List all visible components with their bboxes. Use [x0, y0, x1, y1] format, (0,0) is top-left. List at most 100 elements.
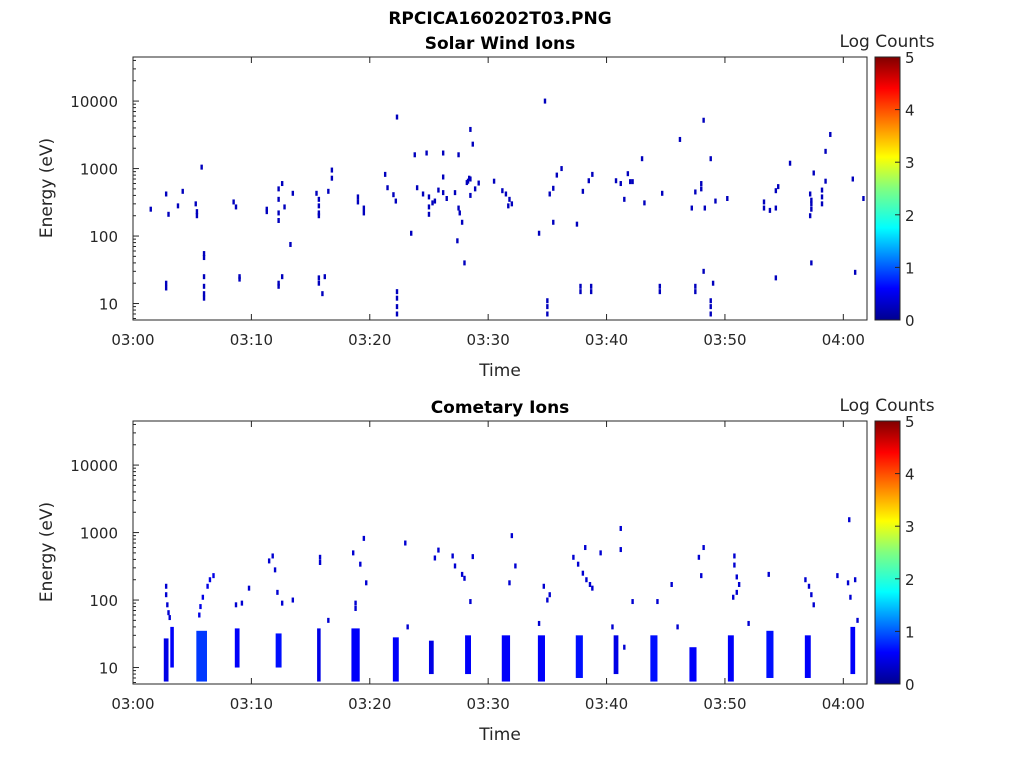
heatmap-cell	[737, 581, 741, 587]
colorbar-tick-label: 5	[905, 413, 915, 431]
heatmap-cell	[176, 203, 180, 209]
heatmap-cell	[167, 610, 170, 616]
y-tick-label: 10000	[70, 457, 118, 475]
heatmap-cell	[232, 199, 235, 205]
heatmap-cell	[591, 171, 594, 177]
heatmap-cell	[732, 594, 735, 600]
heatmap-cell	[788, 160, 792, 166]
heatmap-cell	[709, 298, 712, 304]
heatmap-burst	[351, 628, 360, 682]
heatmap-cell	[433, 198, 437, 204]
heatmap-cell	[820, 201, 824, 207]
heatmap-cell	[808, 191, 812, 197]
colorbar-tick-label: 4	[905, 102, 915, 120]
heatmap-cell	[404, 540, 407, 546]
heatmap-cell	[395, 289, 399, 295]
axes: 03:00 03:10 03:20 03:30 03:40 03:50 04:00 10 100…	[70, 421, 865, 713]
heatmap-cell	[202, 295, 206, 301]
heatmap-cell	[581, 188, 585, 194]
heatmap-cell	[774, 205, 778, 211]
heatmap-cell	[507, 203, 510, 209]
heatmap-cell	[694, 289, 697, 295]
heatmap-cell	[846, 580, 850, 586]
heatmap-cell	[810, 260, 813, 266]
heatmap-cell	[552, 185, 555, 191]
heatmap-cell	[395, 311, 399, 317]
heatmap-burst	[804, 635, 811, 678]
heatmap-cell	[824, 178, 827, 184]
heatmap-cell	[579, 289, 582, 295]
y-axis-label: Energy (eV)	[37, 502, 57, 602]
heatmap-cell	[291, 597, 295, 603]
heatmap-burst	[317, 628, 321, 682]
y-tick-label: 100	[89, 228, 118, 246]
heatmap-cell	[463, 260, 466, 266]
heatmap-cell	[469, 192, 472, 198]
heatmap-cell	[318, 560, 322, 566]
x-tick-label: 03:00	[111, 331, 154, 349]
heatmap-cell	[629, 179, 632, 185]
heatmap-cell	[201, 594, 205, 600]
heatmap-cell	[510, 201, 514, 207]
heatmap-cell	[273, 567, 277, 573]
heatmap-burst	[392, 637, 399, 682]
heatmap-cell	[317, 196, 321, 202]
heatmap-cell	[774, 275, 778, 281]
heatmap-cell	[735, 574, 738, 580]
heatmap-cell	[265, 209, 268, 215]
colorbar-tick-label: 3	[905, 518, 915, 536]
x-tick-label: 03:50	[703, 695, 746, 713]
heatmap-cell	[469, 176, 472, 182]
heatmap-cell	[537, 230, 541, 236]
heatmap-cell	[810, 592, 813, 598]
heatmap-cell	[277, 186, 280, 192]
heatmap-cell	[626, 171, 630, 177]
heatmap-cell	[548, 592, 551, 598]
heatmap-cell	[317, 275, 321, 281]
heatmap-cell	[709, 156, 712, 162]
heatmap-cell	[572, 554, 575, 560]
heatmap-cell	[508, 580, 511, 586]
heatmap-cell	[709, 311, 712, 317]
heatmap-cell	[271, 553, 274, 559]
heatmap-cell	[853, 269, 857, 275]
heatmap-cell	[168, 615, 171, 621]
heatmap-cell	[477, 180, 480, 186]
heatmap-cell	[356, 199, 360, 205]
x-tick-label: 03:20	[348, 331, 391, 349]
heatmap-cell	[427, 194, 431, 200]
heatmap-cell	[614, 178, 618, 184]
heatmap-cell	[280, 600, 284, 606]
colorbar	[874, 56, 901, 321]
heatmap-cell	[167, 211, 170, 217]
heatmap-cell	[810, 206, 813, 212]
heatmap-cell	[587, 178, 590, 184]
heatmap-cell	[202, 283, 206, 289]
heatmap-cell	[804, 577, 807, 583]
heatmap-cell	[198, 612, 201, 618]
colorbar-tick-label: 3	[905, 154, 915, 172]
heatmap-cell	[291, 190, 295, 196]
heatmap-cell	[149, 206, 152, 212]
colorbar	[874, 420, 901, 685]
heatmap-cell	[807, 583, 811, 589]
heatmap-cell	[330, 175, 334, 181]
colorbar-tick-label: 1	[905, 623, 915, 641]
heatmap-cell	[437, 547, 440, 553]
heatmap-cell	[289, 241, 292, 247]
heatmap-cell	[733, 562, 736, 568]
heatmap-burst	[613, 635, 619, 675]
heatmap-cell	[824, 148, 827, 154]
heatmap-cell	[810, 197, 813, 203]
heatmap-cell	[441, 174, 445, 180]
heatmap-cell	[697, 554, 701, 560]
heatmap-cell	[277, 217, 280, 223]
heatmap-cell	[317, 210, 321, 216]
heatmap-cell	[317, 213, 321, 219]
colorbar-label: Log Counts	[839, 396, 934, 416]
heatmap-burst	[850, 626, 856, 675]
heatmap-cell	[599, 550, 602, 556]
heatmap-burst	[650, 635, 658, 682]
heatmap-cell	[277, 210, 280, 216]
